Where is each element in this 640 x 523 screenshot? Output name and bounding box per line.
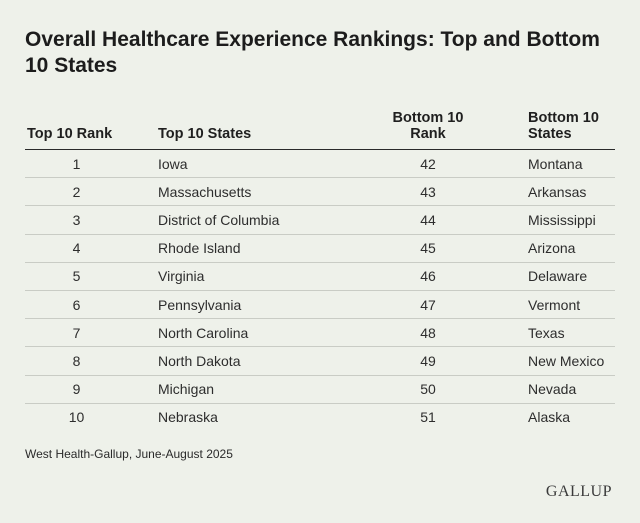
cell-top-state: Rhode Island: [128, 234, 358, 263]
header-bottom-states-text: Bottom 10 States: [528, 110, 599, 142]
cell-bottom-rank: 45: [358, 234, 498, 263]
table-row: 4 Rhode Island 45 Arizona: [25, 234, 615, 263]
cell-top-state: Virginia: [128, 262, 358, 291]
header-row: Top 10 Rank Top 10 States Bottom 10 Rank…: [25, 110, 615, 150]
cell-top-state: North Carolina: [128, 318, 358, 348]
header-top-rank: Top 10 Rank: [25, 110, 128, 150]
cell-bottom-state: Nevada: [498, 375, 615, 404]
table-row: 10 Nebraska 51 Alaska: [25, 403, 615, 431]
table-row: 9 Michigan 50 Nevada: [25, 375, 615, 404]
rankings-table: Top 10 Rank Top 10 States Bottom 10 Rank…: [25, 110, 615, 431]
cell-top-state: Michigan: [128, 375, 358, 404]
cell-bottom-rank: 50: [358, 375, 498, 404]
cell-top-state: Nebraska: [158, 409, 218, 426]
cell-top-rank: 7: [25, 318, 128, 348]
cell-top-state: Pennsylvania: [128, 290, 358, 320]
cell-bottom-state: Vermont: [498, 290, 615, 320]
cell-bottom-rank: 42: [358, 149, 498, 179]
table-row: 2 Massachusetts 43 Arkansas: [25, 177, 615, 207]
table-row: 8 North Dakota 49 New Mexico: [25, 346, 615, 376]
table-row: 5 Virginia 46 Delaware: [25, 262, 615, 291]
cell-bottom-state: Delaware: [498, 262, 615, 291]
cell-top-state: Iowa: [128, 149, 358, 179]
cell-bottom-state: New Mexico: [498, 346, 615, 376]
cell-top-rank: 4: [25, 234, 128, 263]
cell-top-rank: 5: [25, 262, 128, 291]
header-bottom-rank-text: Bottom 10 Rank: [392, 110, 464, 142]
cell-bottom-state: Montana: [498, 149, 615, 179]
cell-bottom-state: Arkansas: [498, 177, 615, 207]
cell-top-rank: 1: [25, 149, 128, 179]
cell-bottom-rank: 51: [420, 409, 436, 426]
cell-bottom-rank: 47: [358, 290, 498, 320]
table-row: 6 Pennsylvania 47 Vermont: [25, 290, 615, 320]
cell-bottom-rank: 43: [358, 177, 498, 207]
table-row: 7 North Carolina 48 Texas: [25, 318, 615, 348]
cell-bottom-rank: 48: [358, 318, 498, 348]
table-body: 1 Iowa 42 Montana 2 Massachusetts 43 Arkansas 3 D…: [25, 149, 615, 431]
header-bottom-rank: Bottom 10 Rank: [358, 110, 498, 150]
cell-top-rank: 2: [25, 177, 128, 207]
cell-bottom-rank: 49: [358, 346, 498, 376]
cell-top-rank: 9: [25, 375, 128, 404]
cell-top-state: Massachusetts: [128, 177, 358, 207]
cell-bottom-state: Mississippi: [498, 205, 615, 235]
cell-top-state: District of Columbia: [128, 205, 358, 235]
cell-top-rank: 3: [25, 205, 128, 235]
cell-bottom-state: Arizona: [498, 234, 615, 263]
cell-bottom-rank: 46: [358, 262, 498, 291]
gallup-logo: GALLUP: [545, 483, 612, 500]
header-top-states: Top 10 States: [128, 110, 358, 150]
table-row: 3 District of Columbia 44 Mississippi: [25, 205, 615, 235]
cell-bottom-state: Texas: [498, 318, 615, 348]
cell-top-rank: 6: [25, 290, 128, 320]
cell-bottom-rank: 44: [358, 205, 498, 235]
cell-top-rank: 8: [25, 346, 128, 376]
source-note: West Health-Gallup, June-August 2025: [25, 447, 233, 461]
cell-bottom-state: Alaska: [528, 409, 571, 426]
cell-top-state: North Dakota: [128, 346, 358, 376]
table-row: 1 Iowa 42 Montana: [25, 149, 615, 179]
header-bottom-states: Bottom 10 States: [498, 110, 615, 150]
cell-top-rank: 10: [68, 409, 85, 426]
chart-title: Overall Healthcare Experience Rankings: …: [25, 28, 600, 77]
